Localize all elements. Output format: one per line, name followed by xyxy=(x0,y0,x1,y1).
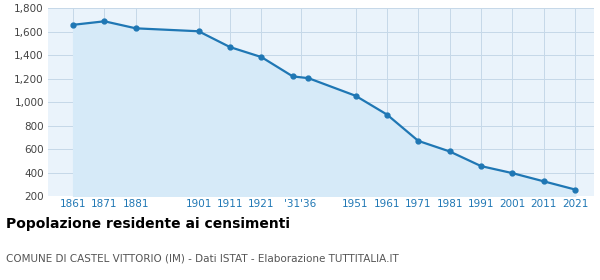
Text: COMUNE DI CASTEL VITTORIO (IM) - Dati ISTAT - Elaborazione TUTTITALIA.IT: COMUNE DI CASTEL VITTORIO (IM) - Dati IS… xyxy=(6,253,399,263)
Text: Popolazione residente ai censimenti: Popolazione residente ai censimenti xyxy=(6,217,290,231)
